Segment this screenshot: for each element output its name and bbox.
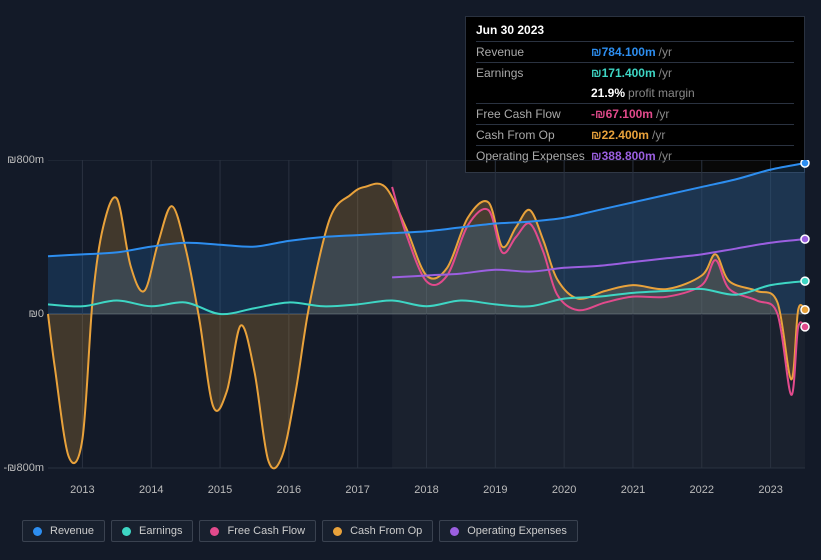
legend-swatch [33,527,42,536]
tooltip-suffix: /yr [652,128,665,142]
x-axis-tick: 2020 [552,484,576,496]
legend-label: Cash From Op [350,525,422,537]
legend-swatch [450,527,459,536]
tooltip-value: 21.9% [591,86,625,100]
x-axis-tick: 2023 [758,484,782,496]
legend-swatch [333,527,342,536]
tooltip-label: Cash From Op [476,128,591,142]
x-axis-tick: 2013 [70,484,94,496]
tooltip-value: ₪784.100m [591,45,656,59]
tooltip-value: ₪171.400m [591,66,656,80]
legend-label: Revenue [50,525,94,537]
tooltip-row: Revenue₪784.100m/yr [476,41,794,62]
tooltip-value: -₪67.100m [591,107,653,121]
tooltip-suffix: /yr [656,107,669,121]
tooltip-label: Earnings [476,66,591,80]
legend-swatch [210,527,219,536]
legend-label: Operating Expenses [467,525,567,537]
x-axis-tick: 2022 [690,484,714,496]
tooltip-value: ₪22.400m [591,128,649,142]
legend-item[interactable]: Revenue [22,520,105,542]
legend-label: Free Cash Flow [227,525,305,537]
tooltip-row: Earnings₪171.400m/yr [476,62,794,83]
data-tooltip: Jun 30 2023 Revenue₪784.100m/yrEarnings₪… [465,16,805,173]
legend-label: Earnings [139,525,182,537]
tooltip-label: Free Cash Flow [476,107,591,121]
legend-item[interactable]: Operating Expenses [439,520,578,542]
tooltip-label: Revenue [476,45,591,59]
tooltip-suffix: /yr [659,45,672,59]
legend-item[interactable]: Earnings [111,520,193,542]
y-axis-tick: -₪800m [0,462,44,474]
legend-swatch [122,527,131,536]
x-axis-tick: 2018 [414,484,438,496]
x-axis-tick: 2021 [621,484,645,496]
tooltip-row: 21.9%profit margin [476,83,794,103]
tooltip-suffix: /yr [659,66,672,80]
tooltip-suffix: profit margin [628,86,695,100]
y-axis-tick: ₪0 [0,308,44,320]
legend: Revenue Earnings Free Cash Flow Cash From O… [22,520,578,542]
y-axis-tick: ₪800m [0,154,44,166]
x-axis-tick: 2015 [208,484,232,496]
x-axis-tick: 2019 [483,484,507,496]
legend-item[interactable]: Cash From Op [322,520,433,542]
financials-chart[interactable] [0,160,821,500]
tooltip-row: Free Cash Flow-₪67.100m/yr [476,103,794,124]
tooltip-row: Cash From Op₪22.400m/yr [476,124,794,145]
x-axis-tick: 2014 [139,484,163,496]
legend-item[interactable]: Free Cash Flow [199,520,316,542]
x-axis-tick: 2016 [277,484,301,496]
x-axis-tick: 2017 [345,484,369,496]
tooltip-date: Jun 30 2023 [476,23,794,41]
